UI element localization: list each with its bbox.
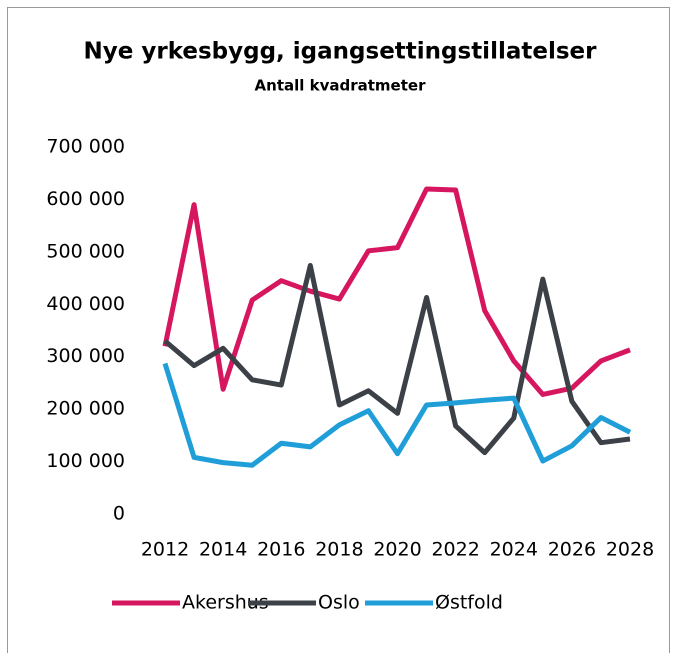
x-tick-label: 2028	[606, 539, 654, 561]
legend-label: Akershus	[182, 592, 269, 614]
series-line	[162, 186, 631, 397]
y-tick-label: 500 000	[46, 240, 125, 262]
legend-label: Østfold	[435, 592, 503, 614]
x-tick-label: 2018	[315, 539, 363, 561]
x-tick-label: 2014	[199, 539, 247, 561]
series-line	[162, 362, 632, 468]
y-tick-label: 200 000	[46, 398, 125, 420]
chart-border	[7, 7, 670, 653]
y-tick-label: 0	[113, 503, 125, 525]
y-tick-label: 300 000	[46, 345, 125, 367]
chart-subtitle: Antall kvadratmeter	[255, 77, 427, 95]
x-tick-label: 2020	[373, 539, 421, 561]
y-tick-label: 100 000	[46, 450, 125, 472]
legend-label: Oslo	[318, 592, 360, 614]
y-tick-label: 700 000	[46, 136, 125, 158]
x-tick-label: 2012	[141, 539, 189, 561]
x-tick-label: 2022	[431, 539, 479, 561]
x-tick-label: 2016	[257, 539, 305, 561]
chart-title: Nye yrkesbygg, igangsettingstillatelser	[84, 39, 598, 65]
y-tick-label: 600 000	[46, 188, 125, 210]
x-tick-label: 2024	[490, 539, 538, 561]
x-tick-label: 2026	[548, 539, 596, 561]
y-tick-label: 400 000	[46, 293, 125, 315]
series-line	[163, 262, 631, 456]
